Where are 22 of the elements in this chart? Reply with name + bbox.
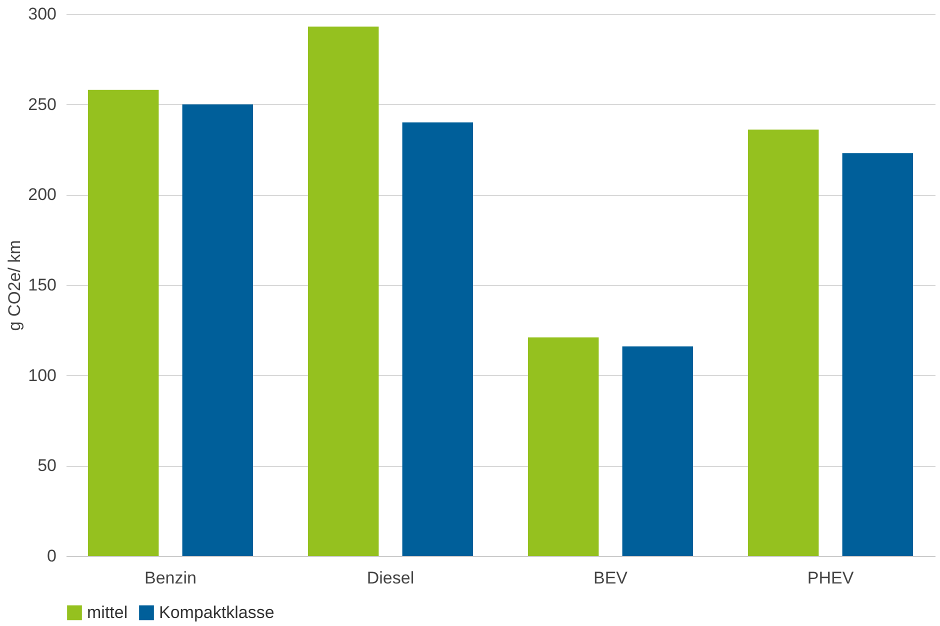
legend-label: mittel <box>87 602 128 622</box>
bar <box>182 104 253 556</box>
y-tick-label: 300 <box>28 4 56 24</box>
y-tick-label: 250 <box>28 94 56 114</box>
bar <box>402 122 473 556</box>
bar <box>308 26 379 556</box>
x-tick-label: Benzin <box>144 568 196 588</box>
legend-label: Kompaktklasse <box>159 602 274 622</box>
bar <box>528 337 599 556</box>
bar <box>88 90 159 556</box>
bar <box>622 346 693 556</box>
y-tick-label: 150 <box>28 276 56 294</box>
y-tick-label: 50 <box>38 456 56 476</box>
x-tick-label: Diesel <box>366 568 414 588</box>
y-tick-label: 200 <box>28 185 56 204</box>
y-axis-title: g CO2e/ km <box>5 240 24 331</box>
bar <box>842 153 913 556</box>
x-tick-label: PHEV <box>807 568 854 588</box>
y-tick-label: 0 <box>47 546 56 566</box>
y-tick-label: 100 <box>28 366 56 385</box>
x-tick-label: BEV <box>593 568 628 588</box>
bar <box>748 130 819 556</box>
